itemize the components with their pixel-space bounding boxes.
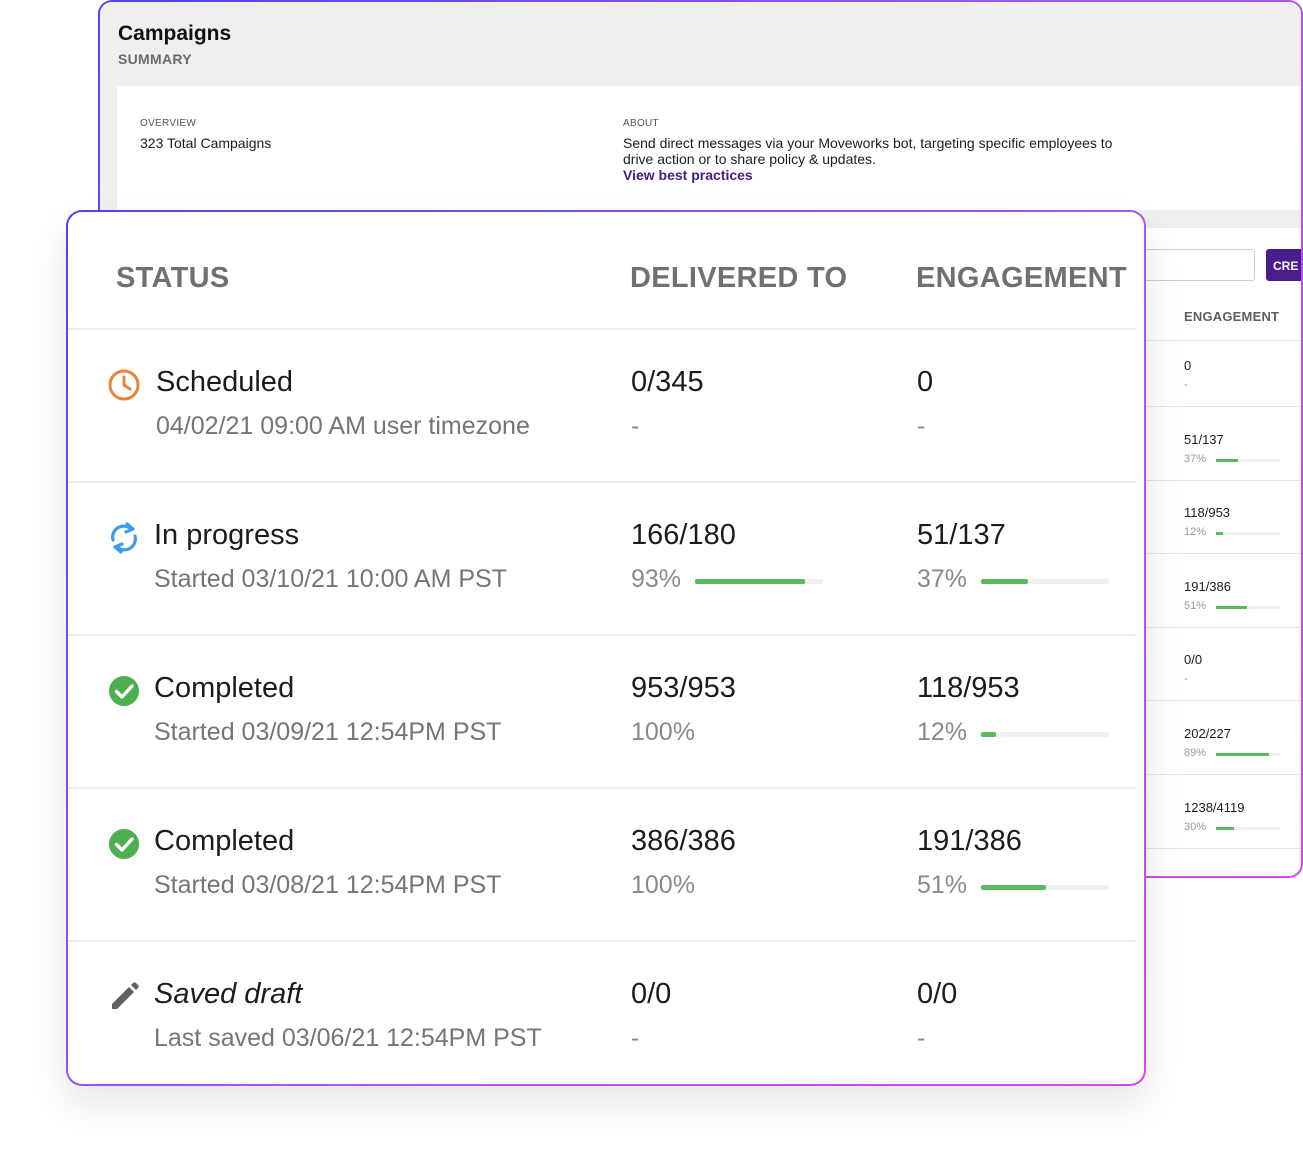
delivered-count: 953/953 (631, 672, 736, 704)
delivered-progress-fill (695, 579, 805, 584)
engagement-percent: - (917, 1024, 926, 1052)
engagement-progress-bar (1216, 827, 1280, 830)
overview-value: 323 Total Campaigns (140, 135, 272, 151)
engagement-progress-bar (981, 732, 1109, 737)
create-button[interactable]: CRE (1266, 249, 1301, 281)
view-best-practices-link[interactable]: View best practices (623, 167, 753, 183)
engagement-progress-fill (1216, 459, 1239, 462)
engagement-count: 0/0 (917, 978, 958, 1010)
engagement-count: 191/386 (917, 825, 1022, 857)
engagement-progress-bar (1216, 532, 1280, 535)
row-divider (1140, 553, 1301, 554)
status-column-header: STATUS (116, 262, 230, 294)
sync-icon (106, 520, 142, 556)
engagement-percent: 37% (917, 565, 968, 593)
delivered-count: 0/0 (631, 978, 672, 1010)
status-timestamp: Started 03/08/21 12:54PM PST (154, 871, 502, 899)
engagement-percent: 89% (1184, 747, 1207, 759)
engagement-progress-bar (1216, 606, 1280, 609)
search-input[interactable] (1140, 249, 1255, 281)
engagement-progress-fill (1216, 827, 1234, 830)
status-timestamp: Last saved 03/06/21 12:54PM PST (154, 1024, 542, 1052)
page-title: Campaigns (118, 22, 232, 45)
engagement-progress-fill (1216, 606, 1247, 609)
delivered-count: 386/386 (631, 825, 736, 857)
status-label: Saved draft (154, 978, 303, 1010)
engagement-count: 118/953 (917, 672, 1020, 704)
row-divider (1140, 700, 1301, 701)
engagement-count: 118/953 (1184, 505, 1231, 520)
engagement-column-header: ENGAGEMENT (1184, 309, 1280, 324)
engagement-progress-fill (1216, 753, 1270, 756)
engagement-percent: 37% (1184, 453, 1207, 465)
pencil-icon (106, 979, 142, 1015)
engagement-count: 51/137 (917, 519, 1006, 551)
status-timestamp: Started 03/09/21 12:54PM PST (154, 718, 502, 746)
delivered-percent: - (631, 412, 640, 440)
engagement-percent: 51% (1184, 600, 1207, 612)
engagement-percent: - (1184, 673, 1188, 685)
engagement-progress-bar (1216, 753, 1280, 756)
delivered-percent: 100% (631, 871, 695, 899)
engagement-count: 0/0 (1184, 652, 1203, 667)
delivered-percent: 93% (631, 565, 682, 593)
clock-icon (106, 367, 142, 403)
engagement-progress-bar (1216, 459, 1280, 462)
delivered-column-header: DELIVERED TO (630, 262, 848, 294)
status-timestamp: 04/02/21 09:00 AM user timezone (156, 412, 530, 440)
row-divider (1140, 774, 1301, 775)
delivered-progress-bar (695, 579, 823, 584)
engagement-percent: - (1184, 379, 1188, 391)
campaign-status-table: STATUS DELIVERED TO ENGAGEMENT Scheduled… (68, 212, 1144, 1084)
row-divider (68, 634, 1136, 636)
check-circle-icon (106, 673, 142, 709)
engagement-progress-fill (1216, 532, 1224, 535)
delivered-percent: 100% (631, 718, 695, 746)
about-label: ABOUT (623, 118, 659, 129)
engagement-percent: 30% (1184, 821, 1207, 833)
status-label: Completed (154, 672, 295, 704)
delivered-percent: - (631, 1024, 640, 1052)
about-text: Send direct messages via your Moveworks … (623, 135, 1113, 167)
overview-label: OVERVIEW (140, 118, 197, 129)
engagement-count: 202/227 (1184, 726, 1231, 741)
delivered-count: 0/345 (631, 366, 704, 398)
engagement-count: 1238/4119 (1184, 800, 1245, 815)
engagement-count: 191/386 (1184, 579, 1231, 594)
row-divider (1140, 627, 1301, 628)
engagement-progress-bar (981, 885, 1109, 890)
row-divider (1140, 406, 1301, 407)
page-subtitle: SUMMARY (118, 51, 192, 67)
engagement-progress-bar (981, 579, 1109, 584)
header-divider (1140, 340, 1301, 341)
row-divider (68, 940, 1136, 942)
status-timestamp: Started 03/10/21 10:00 AM PST (154, 565, 508, 593)
status-label: Scheduled (156, 366, 294, 398)
header-divider (68, 328, 1136, 330)
row-divider (1140, 480, 1301, 481)
check-circle-icon (106, 826, 142, 862)
engagement-column-header: ENGAGEMENT (916, 262, 1127, 294)
engagement-percent: - (917, 412, 926, 440)
engagement-progress-fill (981, 885, 1047, 890)
engagement-progress-fill (981, 579, 1029, 584)
panel-gutter (100, 86, 117, 216)
engagement-count: 0 (1184, 358, 1192, 373)
row-divider (68, 787, 1136, 789)
panel-header (100, 2, 1301, 86)
row-divider (1140, 848, 1301, 849)
status-label: In progress (154, 519, 300, 551)
engagement-percent: 12% (917, 718, 968, 746)
campaign-status-card: STATUS DELIVERED TO ENGAGEMENT Scheduled… (66, 210, 1146, 1086)
delivered-count: 166/180 (631, 519, 736, 551)
row-divider (68, 481, 1136, 483)
engagement-percent: 12% (1184, 526, 1207, 538)
engagement-count: 51/137 (1184, 432, 1224, 447)
engagement-percent: 51% (917, 871, 968, 899)
engagement-progress-fill (981, 732, 997, 737)
status-label: Completed (154, 825, 295, 857)
engagement-count: 0 (917, 366, 934, 398)
